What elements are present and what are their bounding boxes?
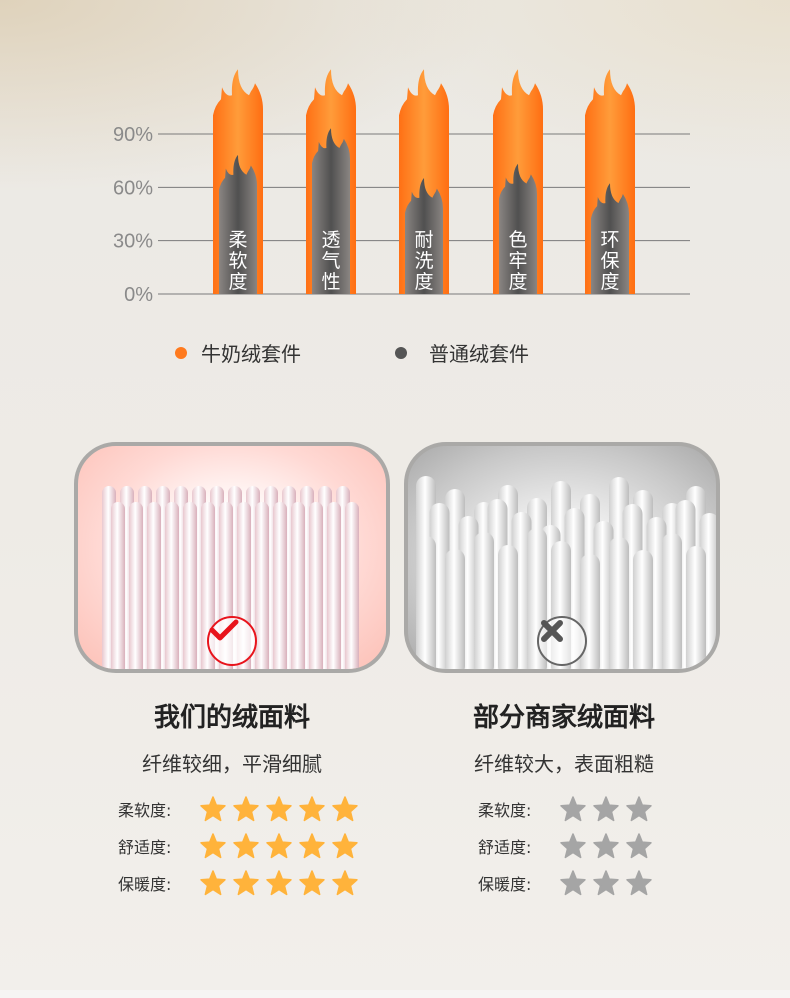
category-label: 气: [321, 250, 340, 272]
our-fabric-image: [74, 442, 390, 673]
rating-label: 舒适度:: [478, 838, 532, 857]
category-label: 柔: [228, 229, 247, 251]
rating-label: 保暖度:: [478, 875, 532, 894]
fiber: [327, 502, 341, 669]
y-tick-label: 60%: [113, 177, 153, 199]
fiber: [165, 502, 179, 669]
y-tick-label: 0%: [124, 284, 153, 306]
legend-item-milk-velvet: 牛奶绒套件: [175, 338, 301, 367]
category-label: 环: [600, 229, 619, 251]
category-label: 牢: [508, 250, 527, 272]
fiber: [345, 502, 359, 669]
star-icon: [556, 795, 589, 823]
star-icon: [196, 869, 229, 897]
category-label: 度: [228, 271, 247, 293]
legend-dot: [175, 346, 187, 359]
star-icon: [295, 832, 328, 860]
category-label: 耐: [414, 229, 433, 251]
category-label: 色: [508, 229, 527, 251]
fiber: [662, 533, 682, 669]
fiber: [291, 502, 305, 669]
fiber: [111, 502, 125, 669]
bar-regular-velvet: [219, 154, 257, 294]
fiber: [633, 550, 653, 669]
star-icon: [589, 832, 622, 860]
rating-label: 保暖度:: [118, 875, 172, 894]
star-icon: [229, 795, 262, 823]
star-icon: [556, 869, 589, 897]
y-tick-label: 90%: [113, 124, 153, 146]
rating-label: 舒适度:: [118, 838, 172, 857]
star-icon: [262, 832, 295, 860]
rating-label: 柔软度:: [478, 801, 532, 820]
bar-regular-velvet: [405, 178, 443, 294]
fiber: [416, 536, 436, 669]
fiber-illustration: [416, 476, 716, 669]
category-label: 软: [228, 250, 247, 272]
category-label: 度: [414, 271, 433, 293]
fiber: [147, 502, 161, 669]
legend-item-regular-velvet: 普通绒套件: [395, 338, 529, 367]
category-label: 透: [321, 229, 340, 251]
star-icon: [622, 832, 655, 860]
legend-label: 普通绒套件: [429, 342, 529, 366]
star-icon: [622, 795, 655, 823]
star-icon: [295, 795, 328, 823]
star-icon: [262, 795, 295, 823]
star-icon: [262, 869, 295, 897]
our-fabric-title: 我们的绒面料: [153, 703, 310, 733]
star-icon: [328, 869, 361, 897]
fiber: [255, 502, 269, 669]
rating-row: 柔软度:: [478, 795, 655, 823]
fiber: [445, 549, 465, 669]
star-icon: [589, 795, 622, 823]
fiber: [474, 532, 494, 669]
y-tick-label: 30%: [113, 231, 153, 253]
legend-label: 牛奶绒套件: [201, 342, 301, 366]
star-icon: [229, 832, 262, 860]
star-icon: [229, 869, 262, 897]
background-glow: [0, 0, 790, 300]
fiber: [129, 502, 143, 669]
category-label: 度: [508, 271, 527, 293]
rating-row: 保暖度:: [118, 869, 361, 897]
category-label: 度: [600, 271, 619, 293]
star-icon: [328, 832, 361, 860]
legend-dot: [395, 346, 407, 359]
bottom-strip: [0, 990, 790, 998]
other-fabric-image: [404, 442, 720, 673]
star-icon: [196, 795, 229, 823]
rating-label: 柔软度:: [118, 801, 172, 820]
bar-regular-velvet: [312, 128, 350, 294]
bar-regular-velvet: [499, 163, 537, 294]
rating-row: 保暖度:: [478, 869, 655, 897]
fiber: [609, 537, 629, 669]
fiber: [309, 502, 323, 669]
other-fabric-title: 部分商家绒面料: [472, 703, 655, 733]
our-fabric-subtitle: 纤维较细，平滑细腻: [142, 752, 322, 776]
fiber: [686, 546, 706, 669]
cross-icon: [537, 616, 587, 666]
star-icon: [556, 832, 589, 860]
fiber: [183, 502, 197, 669]
star-icon: [622, 869, 655, 897]
star-icon: [295, 869, 328, 897]
fiber: [273, 502, 287, 669]
check-icon: [207, 616, 257, 666]
category-label: 洗: [414, 250, 433, 272]
rating-row: 舒适度:: [478, 832, 655, 860]
other-fabric-subtitle: 纤维较大，表面粗糙: [474, 752, 654, 776]
rating-row: 舒适度:: [118, 832, 361, 860]
fiber: [498, 545, 518, 669]
star-icon: [196, 832, 229, 860]
star-icon: [589, 869, 622, 897]
bar-regular-velvet: [591, 183, 629, 294]
star-icon: [328, 795, 361, 823]
rating-row: 柔软度:: [118, 795, 361, 823]
category-label: 性: [321, 271, 340, 293]
category-label: 保: [600, 250, 619, 272]
